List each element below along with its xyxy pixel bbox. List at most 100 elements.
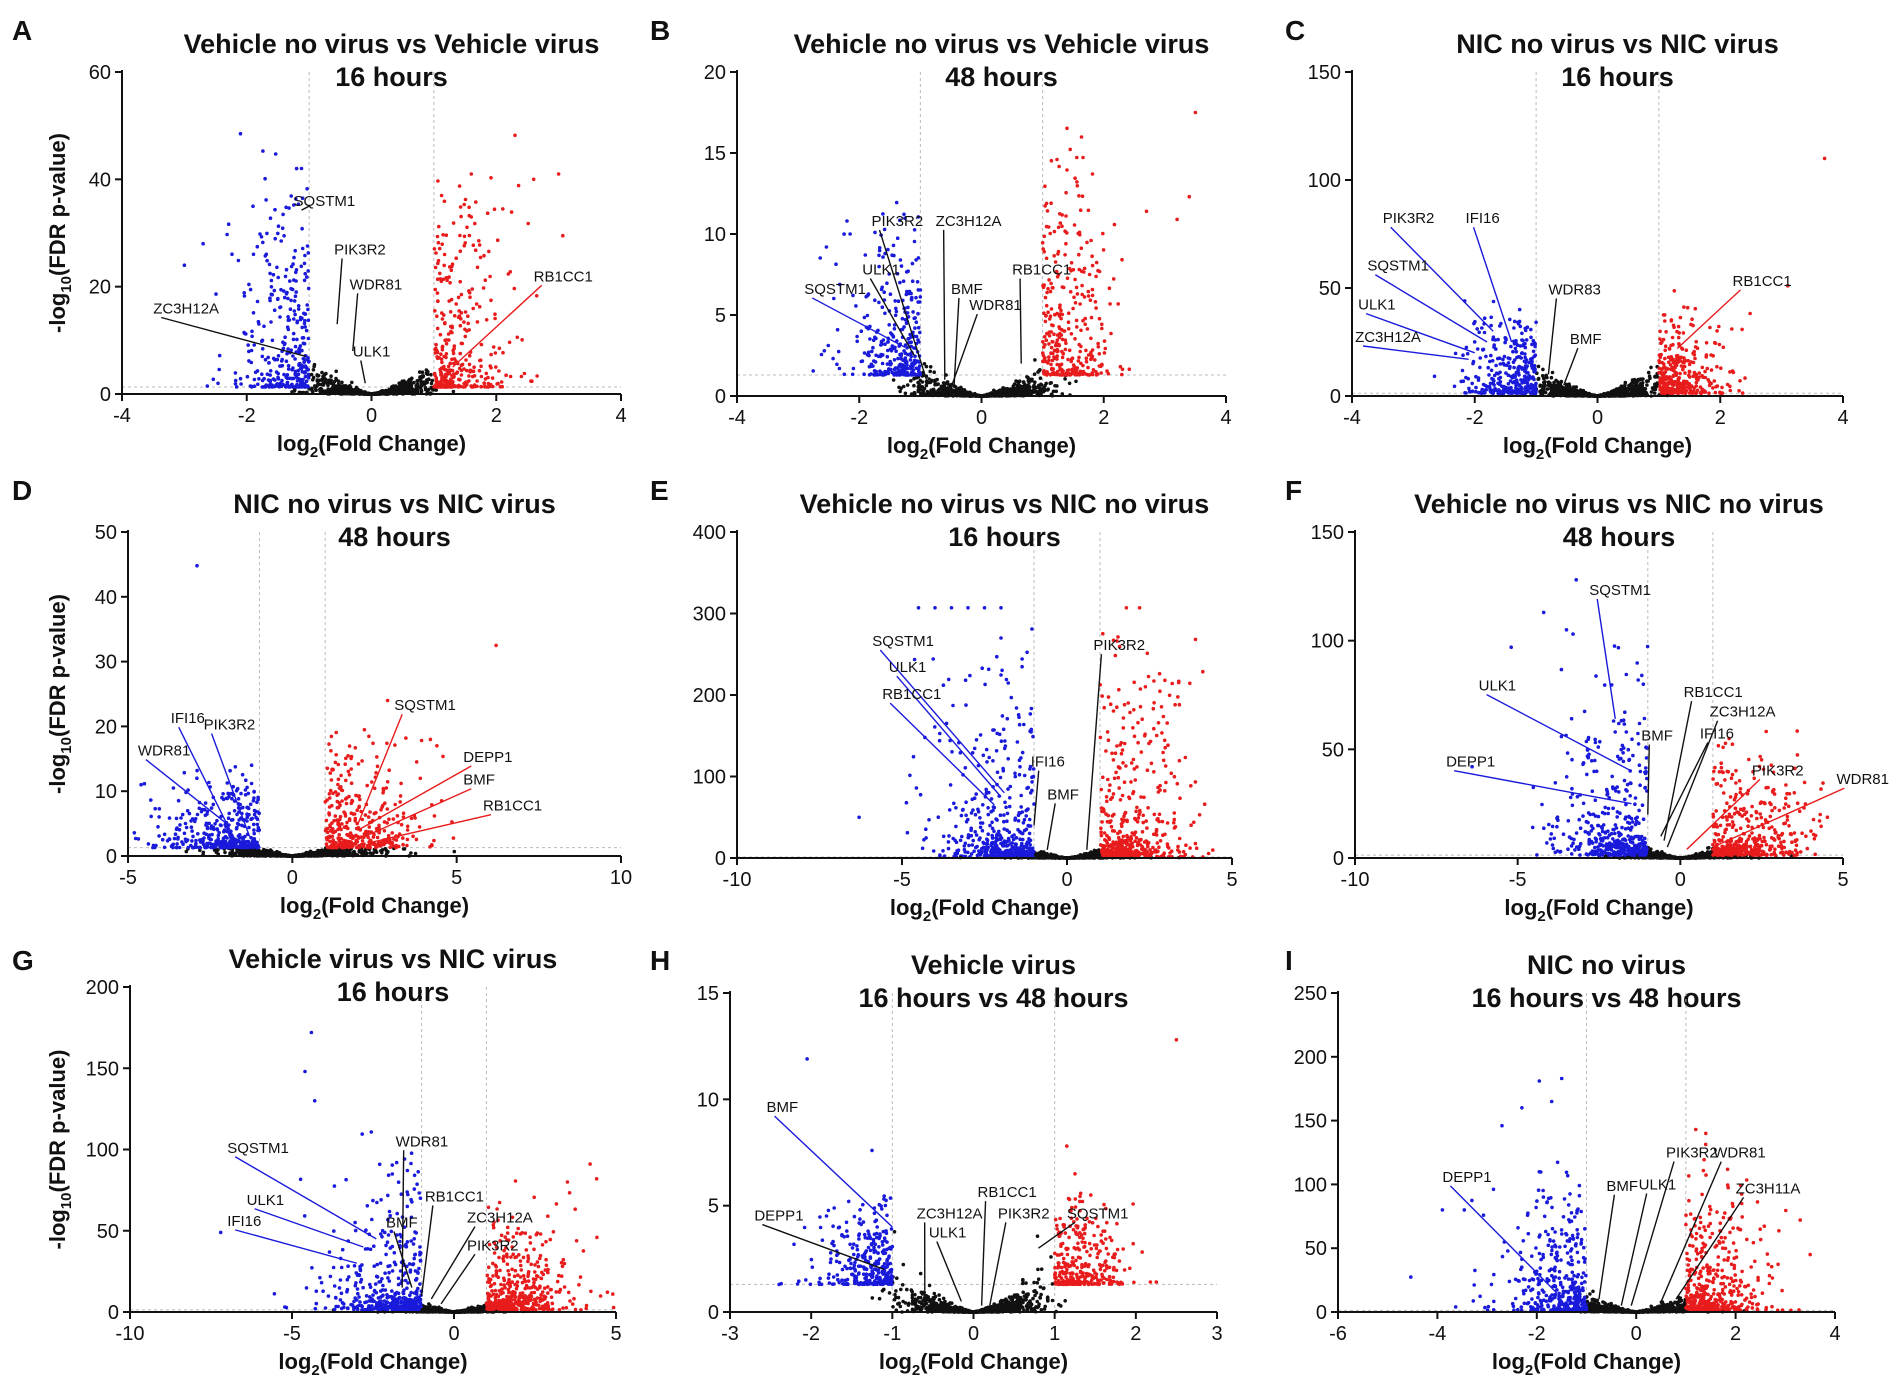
data-point	[1667, 387, 1671, 392]
data-point	[1700, 365, 1705, 370]
data-point	[278, 315, 282, 319]
data-point	[472, 383, 477, 387]
data-point	[493, 351, 498, 355]
data-point	[1041, 247, 1045, 251]
data-point	[292, 203, 296, 207]
data-point	[252, 377, 257, 382]
data-point	[1663, 376, 1667, 380]
data-point	[1476, 376, 1481, 380]
data-point	[1065, 231, 1069, 235]
data-point	[848, 232, 852, 236]
data-point	[1676, 335, 1681, 340]
data-point	[1504, 336, 1508, 341]
data-point	[1073, 301, 1078, 305]
data-point	[483, 377, 488, 381]
data-point	[1075, 366, 1080, 370]
data-point	[445, 278, 449, 283]
data-point	[267, 361, 271, 365]
data-point	[472, 374, 477, 378]
data-point	[257, 377, 261, 381]
data-point	[1049, 381, 1053, 385]
data-point	[403, 381, 407, 386]
data-point	[1534, 320, 1538, 325]
data-point	[1676, 324, 1681, 329]
data-point	[474, 302, 479, 306]
data-point	[1464, 391, 1468, 395]
data-point	[515, 335, 520, 340]
data-point	[837, 366, 842, 371]
data-point	[1709, 368, 1714, 372]
data-point	[440, 347, 445, 352]
data-point	[1465, 351, 1470, 356]
data-point	[1514, 383, 1518, 388]
data-point	[456, 315, 461, 320]
data-point	[898, 280, 902, 285]
data-point	[298, 383, 302, 388]
data-point	[429, 381, 434, 386]
data-point	[394, 386, 398, 391]
panel-letter: D	[12, 475, 32, 506]
data-point	[466, 314, 470, 319]
data-point	[1073, 337, 1077, 341]
chart-title-line: 48 hours	[945, 62, 1058, 92]
data-point	[1068, 147, 1072, 152]
data-point	[1067, 381, 1072, 386]
data-point	[205, 384, 210, 388]
data-point	[462, 243, 467, 248]
data-point	[334, 369, 339, 374]
y-axis-label: -log10(FDR p-value)	[45, 133, 75, 333]
data-point	[265, 258, 269, 263]
data-point	[1044, 256, 1049, 261]
data-point	[302, 278, 307, 283]
data-point	[1666, 355, 1671, 360]
data-point	[1074, 379, 1078, 384]
data-point	[495, 382, 499, 386]
data-point	[281, 346, 286, 351]
data-point	[1538, 384, 1542, 388]
y-tick-label: 0	[715, 386, 726, 408]
data-point	[462, 234, 467, 239]
data-point	[1055, 369, 1060, 374]
data-point	[1558, 381, 1563, 386]
data-point	[473, 221, 477, 226]
data-point	[1504, 387, 1509, 392]
data-point	[299, 166, 304, 171]
data-point	[250, 329, 254, 334]
data-point	[239, 382, 243, 386]
data-point	[1078, 208, 1083, 212]
data-point	[236, 258, 241, 263]
data-point	[340, 384, 345, 388]
data-point	[217, 353, 222, 358]
data-point	[333, 386, 338, 390]
data-point	[877, 246, 882, 250]
data-point	[467, 362, 472, 367]
chart-title-line: NIC no virus vs NIC virus	[1456, 29, 1779, 59]
data-point	[1511, 349, 1515, 354]
data-point	[1663, 356, 1667, 361]
data-point	[1675, 356, 1679, 361]
data-point	[1737, 389, 1741, 393]
data-point	[1660, 367, 1664, 372]
data-point	[1709, 381, 1713, 386]
data-point	[415, 379, 420, 383]
data-point	[461, 385, 466, 389]
data-point	[910, 362, 914, 366]
data-point	[489, 352, 493, 357]
data-point	[435, 326, 440, 331]
data-point	[323, 377, 328, 382]
data-point	[906, 337, 910, 341]
data-point	[1691, 360, 1696, 365]
data-point	[1116, 302, 1120, 306]
data-point	[273, 207, 277, 212]
data-point	[1492, 345, 1496, 349]
chart-title-line: Vehicle no virus vs Vehicle virus	[794, 29, 1210, 59]
data-point	[1550, 370, 1555, 375]
data-point	[300, 246, 305, 251]
data-point	[1087, 272, 1092, 277]
data-point	[1193, 110, 1198, 115]
gene-label: RB1CC1	[1733, 273, 1792, 290]
data-point	[1041, 285, 1046, 290]
data-point	[885, 354, 890, 359]
data-point	[1517, 364, 1522, 369]
data-point	[1694, 380, 1699, 385]
